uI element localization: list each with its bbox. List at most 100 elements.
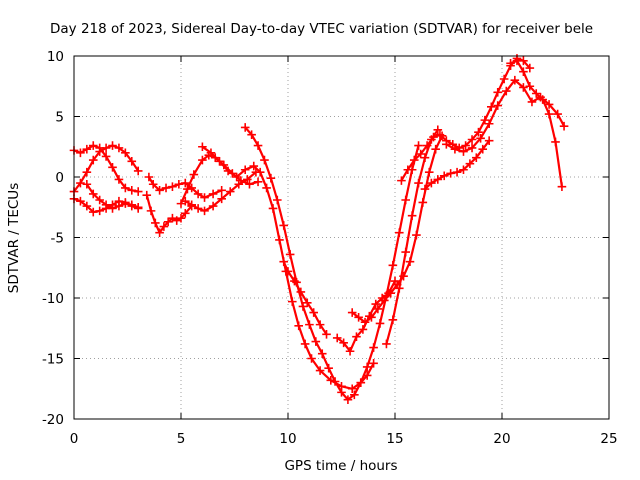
- data-point: [180, 178, 190, 188]
- data-point: [429, 132, 438, 142]
- data-point: [362, 362, 372, 372]
- data-point: [484, 136, 494, 145]
- data-point: [266, 173, 276, 183]
- data-point: [234, 179, 244, 189]
- data-point: [243, 175, 252, 184]
- data-point: [405, 257, 415, 266]
- data-point: [198, 142, 207, 152]
- data-point: [431, 144, 440, 154]
- data-point: [223, 166, 233, 176]
- data-point: [189, 170, 199, 179]
- data-point: [76, 196, 85, 206]
- data-point: [358, 325, 368, 334]
- data-point: [371, 299, 381, 309]
- data-point: [347, 384, 357, 394]
- data-point: [298, 302, 308, 311]
- data-point: [95, 206, 104, 216]
- data-point: [279, 257, 289, 266]
- data-point: [459, 147, 468, 156]
- data-point: [296, 287, 306, 297]
- data-point: [127, 200, 137, 210]
- data-point: [95, 195, 104, 205]
- data-point: [352, 332, 361, 342]
- data-point: [347, 308, 357, 317]
- data-point: [268, 204, 278, 213]
- data-point: [262, 183, 271, 193]
- data-point: [420, 184, 430, 194]
- data-point: [544, 109, 554, 119]
- data-point: [369, 343, 378, 352]
- series-arc-10: [240, 123, 423, 404]
- data-point: [474, 127, 483, 137]
- data-point: [114, 201, 124, 211]
- x-tick-label: 15: [386, 431, 403, 447]
- data-point: [88, 141, 98, 150]
- data-point: [101, 152, 111, 161]
- data-point: [439, 171, 449, 181]
- data-point: [360, 317, 370, 327]
- data-point: [343, 395, 353, 404]
- data-point: [206, 148, 216, 158]
- data-point: [525, 63, 535, 73]
- data-point: [337, 388, 346, 397]
- data-point: [302, 298, 312, 308]
- data-point: [467, 135, 477, 144]
- data-point: [114, 143, 124, 153]
- data-point: [388, 261, 398, 270]
- data-point: [127, 156, 137, 166]
- data-point: [240, 123, 250, 132]
- data-point: [427, 178, 436, 188]
- data-point: [144, 172, 154, 182]
- data-point: [307, 354, 316, 363]
- series-arc-5: [142, 190, 196, 237]
- data-point: [476, 133, 485, 143]
- data-point: [82, 167, 92, 177]
- series-arc-15: [397, 54, 535, 185]
- series-layer: [69, 54, 569, 404]
- data-point: [422, 141, 432, 150]
- data-point: [176, 213, 186, 223]
- data-point: [519, 67, 528, 77]
- data-point: [386, 288, 396, 298]
- y-tick-label: 0: [55, 170, 64, 186]
- data-point: [484, 119, 494, 129]
- data-point: [311, 337, 321, 346]
- data-point: [275, 235, 284, 245]
- data-point: [217, 186, 226, 195]
- data-point: [525, 81, 535, 91]
- data-point: [148, 179, 158, 189]
- data-point: [208, 201, 218, 211]
- data-point: [95, 147, 104, 156]
- data-point: [193, 189, 203, 199]
- data-point: [240, 165, 250, 175]
- data-point: [467, 143, 477, 153]
- data-point: [305, 320, 314, 329]
- data-point: [382, 339, 391, 349]
- data-point: [187, 200, 196, 210]
- series-arc-2: [69, 141, 143, 196]
- data-point: [452, 167, 462, 177]
- data-point: [163, 217, 173, 227]
- data-point: [121, 199, 130, 208]
- data-point: [217, 194, 226, 204]
- data-point: [253, 177, 263, 187]
- data-point: [401, 195, 410, 205]
- data-point: [82, 179, 92, 189]
- data-point: [414, 141, 423, 150]
- data-point: [198, 155, 207, 165]
- data-point: [416, 149, 425, 159]
- data-point: [354, 313, 363, 322]
- data-point: [168, 182, 177, 191]
- data-point: [409, 155, 419, 165]
- data-point: [290, 276, 299, 286]
- data-point: [108, 141, 117, 150]
- data-point: [446, 169, 455, 178]
- data-point: [424, 167, 434, 177]
- x-axis-label: GPS time / hours: [284, 458, 397, 474]
- data-point: [356, 378, 366, 387]
- data-point: [108, 163, 117, 172]
- data-point: [315, 320, 325, 329]
- data-point: [283, 267, 293, 276]
- data-point: [253, 141, 263, 150]
